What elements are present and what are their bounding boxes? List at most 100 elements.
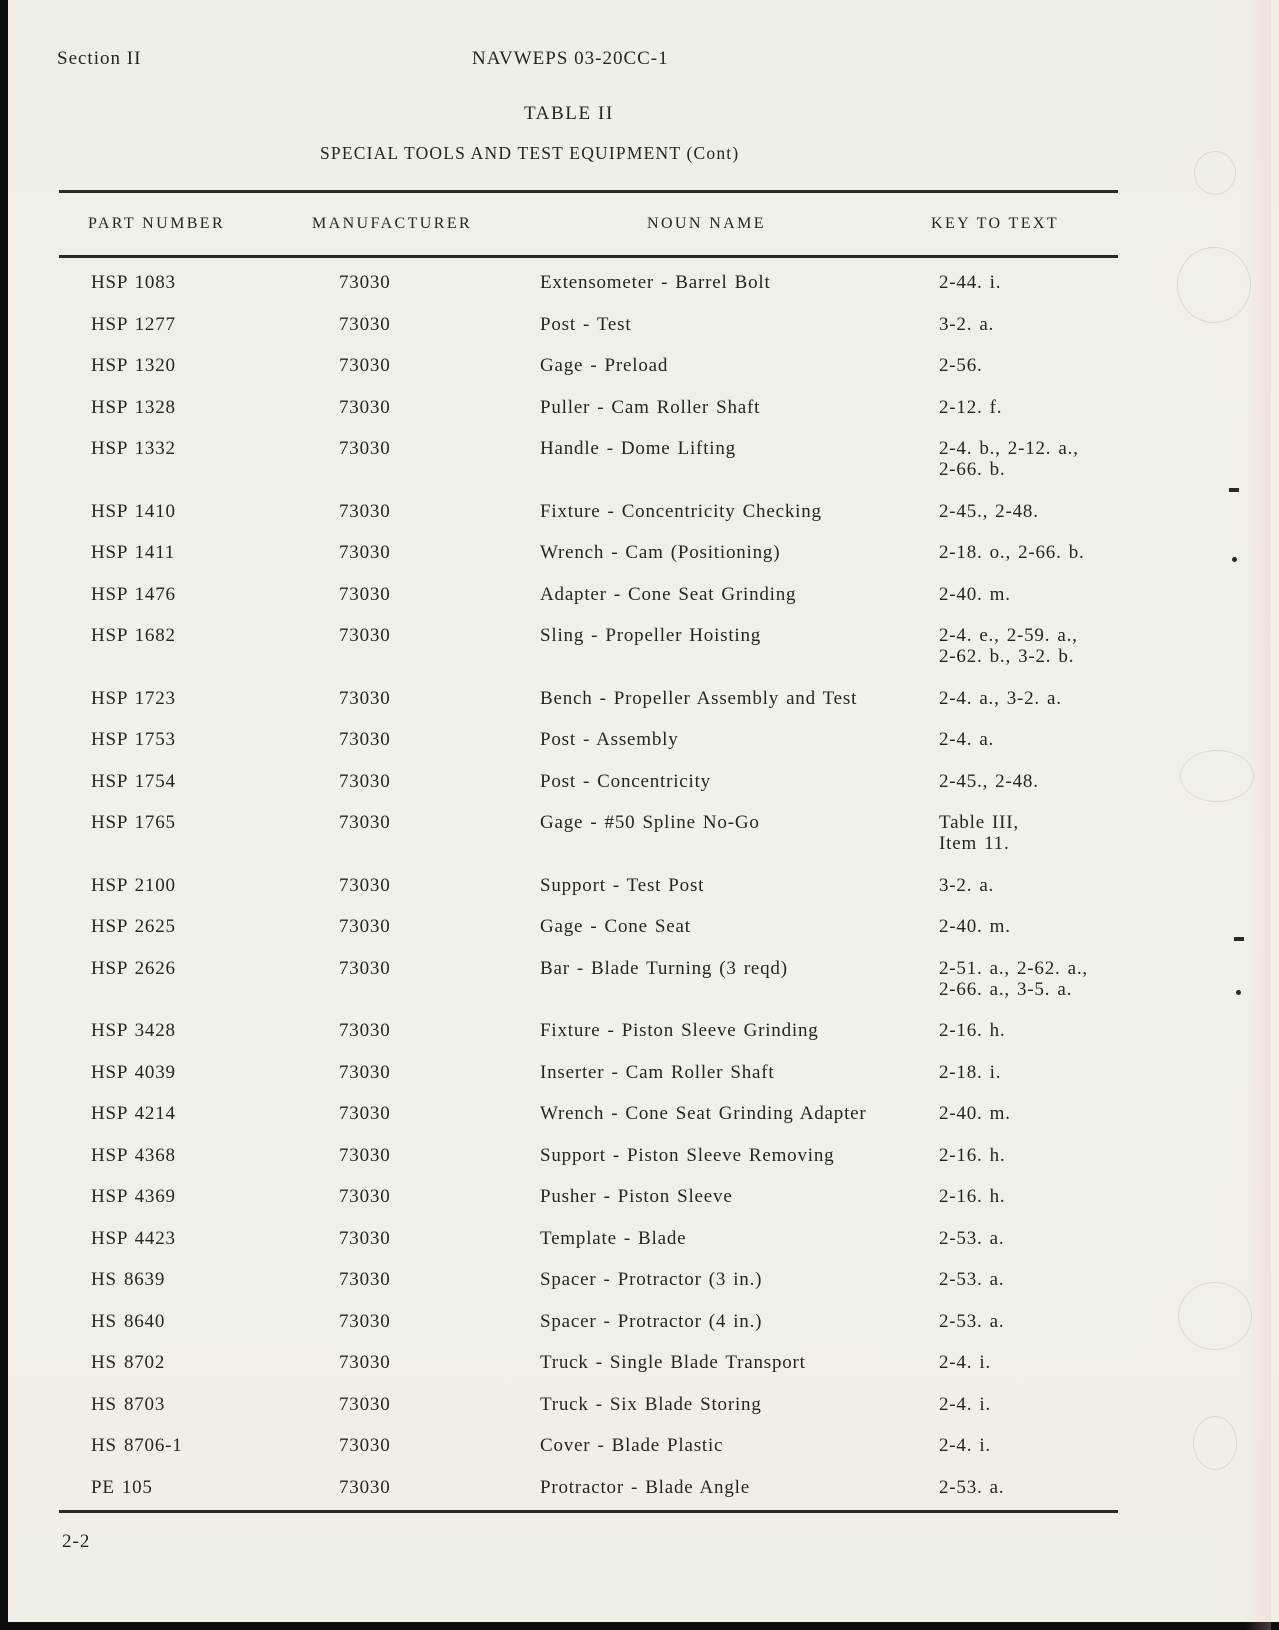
scan-speck <box>1234 937 1244 941</box>
column-header-manufacturer: MANUFACTURER <box>312 215 473 232</box>
cell-key-to-text: 2-45., 2-48. <box>939 500 1039 522</box>
table-row: HSP 1320 73030 Gage - Preload 2-56. <box>59 355 1118 376</box>
table-row: HSP 1753 73030 Post - Assembly 2-4. a. <box>59 729 1118 750</box>
cell-key-to-text: 2-40. m. <box>939 916 1011 937</box>
table-subtitle: SPECIAL TOOLS AND TEST EQUIPMENT (Cont) <box>320 143 740 163</box>
table-row: HS 8702 73030 Truck - Single Blade Trans… <box>59 1352 1118 1373</box>
cell-part-number: HSP 3428 <box>91 1020 176 1041</box>
cell-key-to-text: 2-4. a., 3-2. a. <box>939 687 1062 709</box>
table-row: HSP 3428 73030 Fixture - Piston Sleeve G… <box>59 1020 1118 1041</box>
cell-manufacturer: 73030 <box>339 770 391 792</box>
cell-key-to-text: 3-2. a. <box>939 874 995 896</box>
cell-part-number: HSP 1754 <box>91 770 176 792</box>
cell-part-number: HSP 1476 <box>91 583 176 605</box>
cell-key-to-text: 2-56. <box>939 355 983 376</box>
scan-speck <box>1236 990 1241 995</box>
table-row: HSP 2625 73030 Gage - Cone Seat 2-40. m. <box>59 916 1118 937</box>
cell-key-to-text: 2-44. i. <box>939 272 1002 293</box>
cell-part-number: HS 8706-1 <box>91 1435 183 1456</box>
cell-key-to-text: 2-4. e., 2-59. a., 2-62. b., 3-2. b. <box>939 625 1078 667</box>
cell-part-number: HSP 1410 <box>91 500 176 522</box>
cell-noun-name: Post - Assembly <box>540 729 679 750</box>
cell-key-to-text: 2-53. a. <box>939 1227 1005 1249</box>
cell-key-to-text: 3-2. a. <box>939 313 995 335</box>
table-row: HSP 1410 73030 Fixture - Concentricity C… <box>59 501 1118 522</box>
punch-hole-ghost <box>1177 247 1251 323</box>
cell-part-number: HS 8702 <box>91 1352 166 1373</box>
cell-noun-name: Support - Piston Sleeve Removing <box>540 1144 835 1166</box>
cell-manufacturer: 73030 <box>339 1435 391 1456</box>
table-row: HSP 1765 73030 Gage - #50 Spline No-Go T… <box>59 812 1118 854</box>
cell-manufacturer: 73030 <box>339 1186 391 1207</box>
cell-key-to-text: 2-40. m. <box>939 1103 1011 1124</box>
punch-hole-ghost <box>1180 750 1254 802</box>
cell-noun-name: Sling - Propeller Hoisting <box>540 625 762 646</box>
cell-key-to-text: Table III, Item 11. <box>939 812 1019 854</box>
table-rule-header <box>59 255 1118 258</box>
cell-noun-name: Extensometer - Barrel Bolt <box>540 272 771 293</box>
cell-noun-name: Gage - Preload <box>540 355 669 376</box>
cell-part-number: PE 105 <box>91 1476 153 1498</box>
column-header-noun-name: NOUN NAME <box>647 215 766 232</box>
cell-manufacturer: 73030 <box>339 355 391 376</box>
cell-manufacturer: 73030 <box>339 874 391 896</box>
cell-noun-name: Adapter - Cone Seat Grinding <box>540 583 797 605</box>
table-row: HSP 2100 73030 Support - Test Post 3-2. … <box>59 875 1118 896</box>
table-row: HSP 4368 73030 Support - Piston Sleeve R… <box>59 1145 1118 1166</box>
cell-manufacturer: 73030 <box>339 1227 391 1249</box>
cell-manufacturer: 73030 <box>339 812 391 833</box>
table-rows: HSP 1083 73030 Extensometer - Barrel Bol… <box>59 272 1118 1518</box>
doc-number: NAVWEPS 03-20CC-1 <box>472 48 669 69</box>
cell-part-number: HSP 2625 <box>91 916 176 937</box>
cell-noun-name: Bench - Propeller Assembly and Test <box>540 687 858 709</box>
table-row: HSP 1682 73030 Sling - Propeller Hoistin… <box>59 625 1118 667</box>
cell-key-to-text: 2-53. a. <box>939 1476 1005 1498</box>
cell-part-number: HS 8703 <box>91 1393 166 1415</box>
cell-manufacturer: 73030 <box>339 1393 391 1415</box>
cell-key-to-text: 2-4. i. <box>939 1352 991 1373</box>
table-rule-bottom <box>59 1510 1118 1513</box>
cell-key-to-text: 2-18. i. <box>939 1061 1002 1083</box>
cell-part-number: HS 8640 <box>91 1310 166 1332</box>
cell-key-to-text: 2-45., 2-48. <box>939 770 1039 792</box>
table-row: HSP 1754 73030 Post - Concentricity 2-45… <box>59 771 1118 792</box>
punch-hole-ghost <box>1193 1416 1237 1470</box>
cell-noun-name: Support - Test Post <box>540 874 705 896</box>
cell-part-number: HSP 1328 <box>91 396 176 418</box>
punch-hole-ghost <box>1178 1282 1252 1350</box>
cell-noun-name: Truck - Single Blade Transport <box>540 1352 806 1373</box>
cell-manufacturer: 73030 <box>339 957 391 979</box>
cell-part-number: HSP 2626 <box>91 957 176 979</box>
table-row: PE 105 73030 Protractor - Blade Angle 2-… <box>59 1477 1118 1498</box>
cell-manufacturer: 73030 <box>339 1476 391 1498</box>
cell-noun-name: Wrench - Cam (Positioning) <box>540 542 781 563</box>
table-row: HSP 1277 73030 Post - Test 3-2. a. <box>59 314 1118 335</box>
section-label: Section II <box>57 48 142 69</box>
cell-manufacturer: 73030 <box>339 625 391 646</box>
cell-part-number: HSP 1332 <box>91 438 176 459</box>
column-header-key-to-text: KEY TO TEXT <box>931 215 1060 232</box>
cell-key-to-text: 2-18. o., 2-66. b. <box>939 542 1085 563</box>
cell-key-to-text: 2-16. h. <box>939 1186 1006 1207</box>
cell-noun-name: Fixture - Concentricity Checking <box>540 500 822 522</box>
cell-part-number: HSP 1765 <box>91 812 176 833</box>
table-row: HSP 1411 73030 Wrench - Cam (Positioning… <box>59 542 1118 563</box>
cell-manufacturer: 73030 <box>339 313 391 335</box>
table-row: HSP 1083 73030 Extensometer - Barrel Bol… <box>59 272 1118 293</box>
table-row: HSP 4039 73030 Inserter - Cam Roller Sha… <box>59 1062 1118 1083</box>
cell-noun-name: Truck - Six Blade Storing <box>540 1393 762 1415</box>
table-row: HSP 2626 73030 Bar - Blade Turning (3 re… <box>59 958 1118 1000</box>
cell-manufacturer: 73030 <box>339 687 391 709</box>
table-row: HS 8639 73030 Spacer - Protractor (3 in.… <box>59 1269 1118 1290</box>
cell-key-to-text: 2-4. i. <box>939 1435 991 1456</box>
cell-manufacturer: 73030 <box>339 1020 391 1041</box>
scan-edge-left <box>0 0 8 1630</box>
cell-manufacturer: 73030 <box>339 729 391 750</box>
cell-manufacturer: 73030 <box>339 1352 391 1373</box>
cell-part-number: HSP 4039 <box>91 1061 176 1083</box>
scan-edge-tint <box>1245 0 1271 1630</box>
cell-noun-name: Post - Concentricity <box>540 770 711 792</box>
cell-noun-name: Bar - Blade Turning (3 reqd) <box>540 957 788 979</box>
table-row: HSP 4369 73030 Pusher - Piston Sleeve 2-… <box>59 1186 1118 1207</box>
